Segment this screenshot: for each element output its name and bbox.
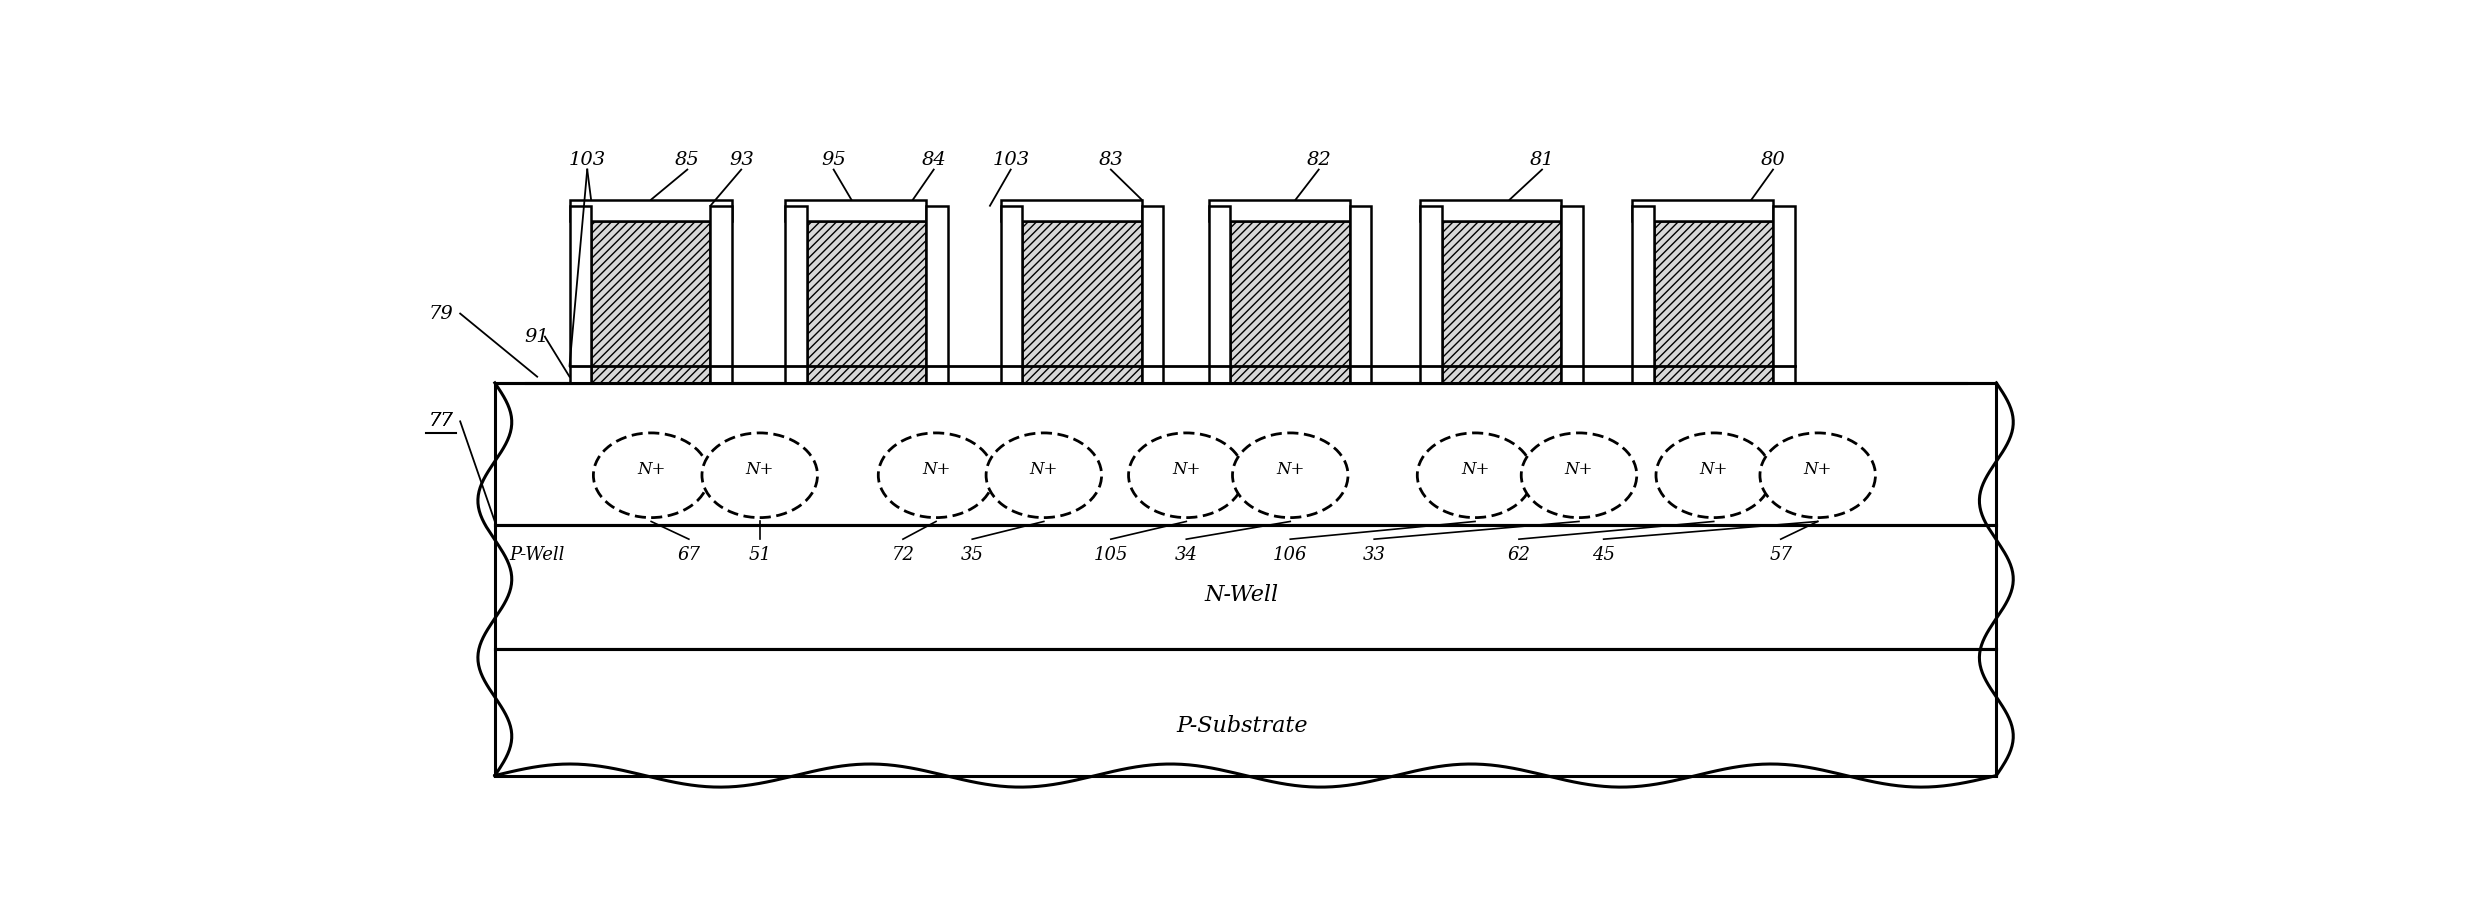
Text: 77: 77 xyxy=(429,413,454,430)
Ellipse shape xyxy=(1520,433,1637,517)
Bar xyxy=(1772,206,1794,383)
Bar xyxy=(1231,221,1351,383)
Bar xyxy=(1141,206,1164,383)
Bar xyxy=(496,383,1996,526)
Ellipse shape xyxy=(1234,433,1348,517)
Ellipse shape xyxy=(1657,433,1772,517)
Bar xyxy=(1209,206,1231,383)
Bar xyxy=(1209,199,1351,221)
Text: N+: N+ xyxy=(638,460,665,478)
Text: 103: 103 xyxy=(568,151,606,168)
Bar xyxy=(785,199,927,221)
Text: 72: 72 xyxy=(892,546,915,563)
Bar xyxy=(1351,206,1371,383)
Bar xyxy=(496,526,1996,649)
Text: N+: N+ xyxy=(745,460,775,478)
Text: 35: 35 xyxy=(962,546,984,563)
Bar xyxy=(1002,199,1141,221)
Bar xyxy=(1420,199,1562,221)
Ellipse shape xyxy=(593,433,708,517)
Text: 106: 106 xyxy=(1273,546,1308,563)
Text: 45: 45 xyxy=(1592,546,1615,563)
Bar xyxy=(571,199,733,221)
Text: 80: 80 xyxy=(1762,151,1784,168)
Text: N+: N+ xyxy=(1460,460,1490,478)
Text: 77: 77 xyxy=(429,413,454,430)
Text: 95: 95 xyxy=(822,151,845,168)
Text: 57: 57 xyxy=(1769,546,1792,563)
Ellipse shape xyxy=(987,433,1101,517)
Text: 51: 51 xyxy=(748,546,770,563)
Text: 103: 103 xyxy=(992,151,1029,168)
Bar xyxy=(1632,206,1655,383)
Bar xyxy=(1655,221,1772,383)
Text: N-Well: N-Well xyxy=(1204,584,1278,606)
Ellipse shape xyxy=(1418,433,1533,517)
Ellipse shape xyxy=(1129,433,1244,517)
Text: N+: N+ xyxy=(1565,460,1592,478)
Bar xyxy=(710,206,733,383)
Text: N+: N+ xyxy=(1171,460,1201,478)
Text: N+: N+ xyxy=(1804,460,1832,478)
Ellipse shape xyxy=(1759,433,1876,517)
Bar xyxy=(927,206,947,383)
Ellipse shape xyxy=(877,433,994,517)
Bar xyxy=(571,206,591,383)
Text: P-Substrate: P-Substrate xyxy=(1176,714,1308,736)
Bar xyxy=(1562,206,1582,383)
Text: P-Well: P-Well xyxy=(508,546,566,563)
Text: 85: 85 xyxy=(675,151,700,168)
Bar xyxy=(1420,206,1443,383)
Text: 84: 84 xyxy=(922,151,947,168)
Text: N+: N+ xyxy=(1276,460,1303,478)
Bar xyxy=(591,221,710,383)
Text: 81: 81 xyxy=(1530,151,1555,168)
Text: 67: 67 xyxy=(678,546,700,563)
Bar xyxy=(1022,221,1141,383)
Bar xyxy=(496,649,1996,776)
Text: N+: N+ xyxy=(1700,460,1727,478)
Bar xyxy=(807,221,927,383)
Text: 105: 105 xyxy=(1094,546,1129,563)
Ellipse shape xyxy=(703,433,817,517)
Text: N+: N+ xyxy=(922,460,949,478)
Text: 79: 79 xyxy=(429,304,454,323)
Bar xyxy=(1002,206,1022,383)
Text: N+: N+ xyxy=(1029,460,1059,478)
Text: 82: 82 xyxy=(1306,151,1331,168)
Bar xyxy=(1443,221,1562,383)
Text: 33: 33 xyxy=(1363,546,1386,563)
Text: 83: 83 xyxy=(1099,151,1124,168)
Text: 93: 93 xyxy=(728,151,753,168)
Bar xyxy=(785,206,807,383)
Text: 34: 34 xyxy=(1174,546,1199,563)
Text: 91: 91 xyxy=(526,328,551,346)
Text: 62: 62 xyxy=(1508,546,1530,563)
Bar xyxy=(1632,199,1772,221)
